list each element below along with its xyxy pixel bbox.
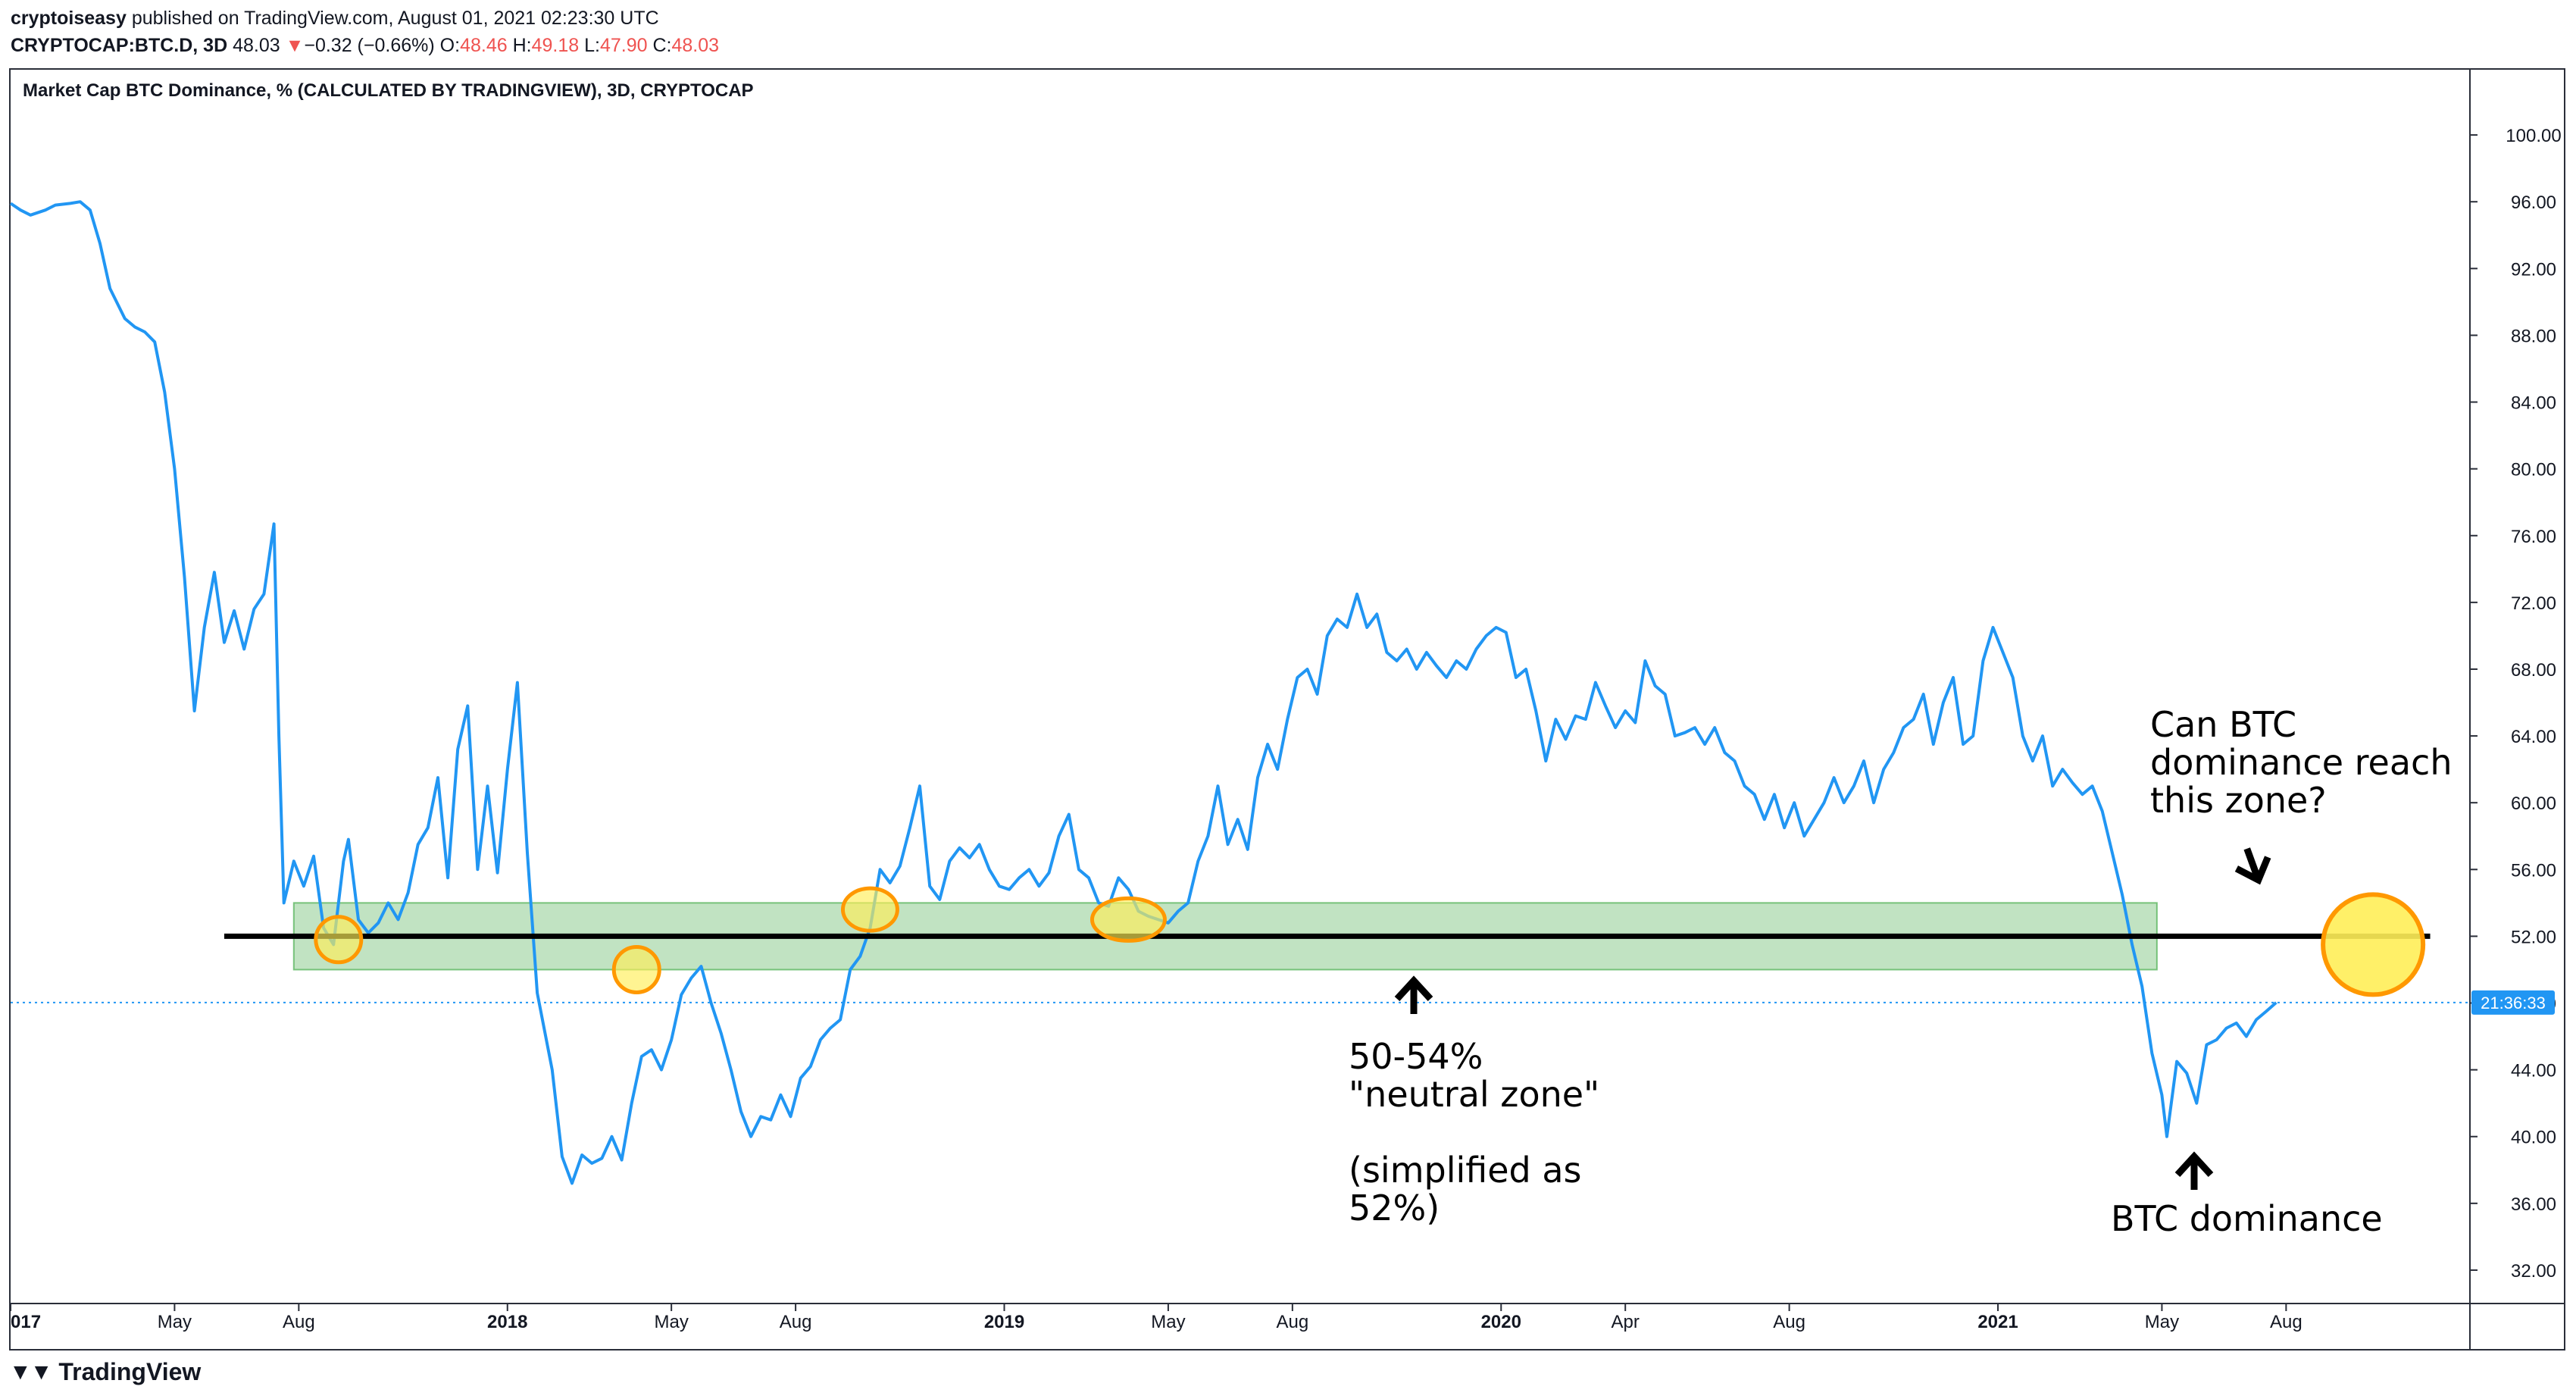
high-label: H: (512, 35, 532, 56)
y-tick-label: 32.00 (2511, 1261, 2556, 1282)
tradingview-logo-icon: ▼▼ (9, 1359, 52, 1385)
target-zone-circle (2321, 892, 2426, 997)
publisher-name[interactable]: cryptoiseasy (11, 8, 127, 29)
y-tick-label: 96.00 (2511, 192, 2556, 213)
btc-dominance-text: BTC dominance (2111, 1198, 2383, 1239)
close-value: 48.03 (671, 35, 720, 56)
low-label: L: (584, 35, 600, 56)
question-text: dominance reach (2150, 742, 2452, 783)
neutral-zone-text: "neutral zone" (1349, 1074, 1599, 1115)
price-tag-box (2471, 990, 2555, 1015)
x-tick-label: May (158, 1312, 192, 1332)
x-tick-label: 017 (11, 1312, 41, 1332)
highlight-circle (1089, 896, 1167, 943)
ohlc-legend: CRYPTOCAP:BTC.D, 3D 48.03 ▼−0.32 (−0.66%… (11, 35, 719, 57)
x-tick-label: May (2145, 1312, 2179, 1332)
neutral-zone-text: 50-54% (1349, 1036, 1483, 1077)
y-tick-label: 72.00 (2511, 593, 2556, 614)
y-tick-label: 64.00 (2511, 727, 2556, 747)
x-tick-label: 2018 (487, 1312, 527, 1332)
high-value: 49.18 (531, 35, 580, 56)
y-tick-label: 80.00 (2511, 460, 2556, 480)
price-tag-text: 21:36:33 (2481, 994, 2546, 1012)
low-value: 47.90 (599, 35, 648, 56)
brand-name: TradingView (58, 1358, 202, 1385)
highlight-circle (314, 915, 364, 965)
up-arrow-icon (2174, 1151, 2214, 1190)
open-value: 48.46 (460, 35, 508, 56)
x-tick-label: May (1151, 1312, 1185, 1332)
btc-dominance-line[interactable] (9, 200, 2277, 1185)
y-tick-label: 92.00 (2511, 259, 2556, 280)
highlight-circle (611, 944, 661, 994)
x-tick-label: Apr (1612, 1312, 1640, 1332)
neutral-zone-text: (simplified as (1349, 1150, 1582, 1191)
y-tick-label: 56.00 (2511, 860, 2556, 881)
y-tick-label: 84.00 (2511, 393, 2556, 414)
last-value: 48.03 (233, 35, 280, 56)
x-tick-label: Aug (1773, 1312, 1805, 1332)
y-tick-label: 44.00 (2511, 1061, 2556, 1081)
chart-frame (9, 68, 2565, 1350)
tradingview-logo[interactable]: ▼▼ TradingView (9, 1358, 201, 1386)
x-tick-label: 2021 (1977, 1312, 2018, 1332)
y-tick-label: 40.00 (2511, 1128, 2556, 1148)
y-tick-label: 68.00 (2511, 660, 2556, 681)
up-arrow-icon-head (1394, 975, 1433, 1002)
change-value: −0.32 (−0.66%) (304, 35, 435, 56)
chart-title: Market Cap BTC Dominance, % (CALCULATED … (23, 80, 754, 101)
x-tick-label: Aug (1277, 1312, 1309, 1332)
x-tick-label: 2019 (984, 1312, 1024, 1332)
y-tick-label: 88.00 (2511, 326, 2556, 346)
up-arrow-icon (1394, 975, 1433, 1014)
open-label: O: (439, 35, 461, 56)
question-text: Can BTC (2150, 704, 2296, 745)
x-tick-label: Aug (283, 1312, 315, 1332)
down-arrow-icon-head (2234, 856, 2271, 885)
highlight-circle (840, 886, 899, 933)
publish-info: cryptoiseasy published on TradingView.co… (11, 8, 659, 30)
y-tick-label: 52.00 (2511, 927, 2556, 947)
x-tick-label: May (654, 1312, 688, 1332)
y-tick-label: 60.00 (2511, 793, 2556, 814)
x-tick-label: 2020 (1481, 1312, 1521, 1332)
close-label: C: (652, 35, 672, 56)
down-arrow-icon (2234, 847, 2271, 885)
up-arrow-icon-head (2174, 1151, 2214, 1178)
y-tick-label: 100.00 (2506, 126, 2561, 146)
y-tick-label: 36.00 (2511, 1194, 2556, 1215)
x-tick-label: Aug (2270, 1312, 2302, 1332)
symbol-label: CRYPTOCAP:BTC.D, 3D (11, 35, 228, 56)
x-tick-label: Aug (780, 1312, 812, 1332)
down-arrow-icon-shaft (2243, 847, 2262, 880)
y-tick-label: 76.00 (2511, 527, 2556, 547)
down-arrow-icon: ▼ (285, 35, 305, 56)
published-text: published on TradingView.com, August 01,… (131, 8, 659, 29)
question-text: this zone? (2150, 780, 2327, 821)
neutral-zone-text: 52%) (1349, 1188, 1440, 1228)
